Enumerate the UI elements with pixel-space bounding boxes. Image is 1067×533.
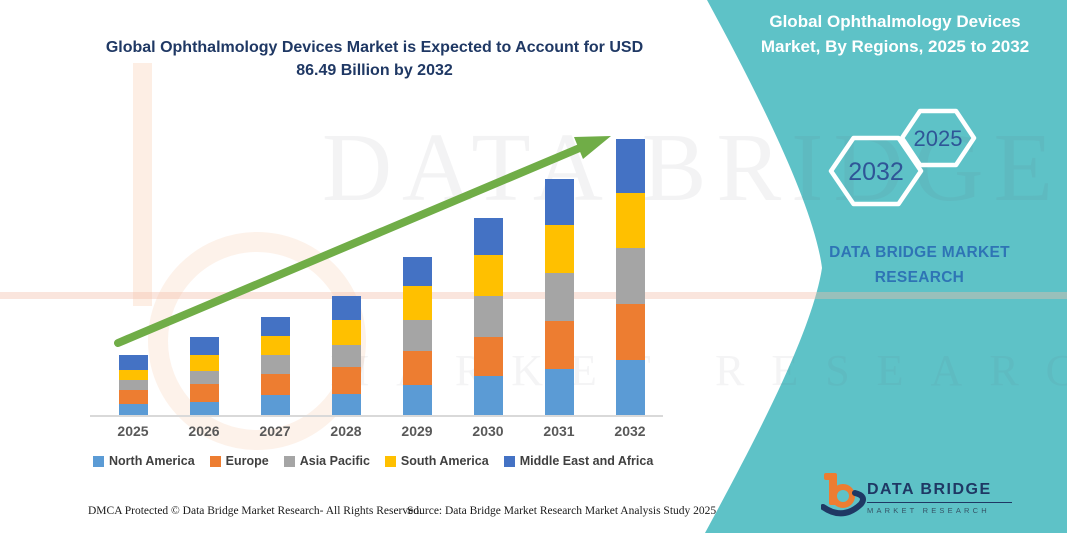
- bar-segment: [118, 390, 148, 405]
- bar-segment: [473, 217, 503, 255]
- bar-segment: [615, 139, 645, 194]
- bar-segment: [402, 256, 432, 286]
- watermark-logo-stem: [133, 63, 152, 306]
- legend-item: Middle East and Africa: [503, 454, 654, 468]
- legend-item: Europe: [209, 454, 269, 468]
- footer-dmca-text: DMCA Protected © Data Bridge Market Rese…: [88, 505, 422, 517]
- bar-segment: [260, 373, 290, 395]
- hexagon-2032: 2032: [828, 135, 924, 207]
- hexagon-2025-outline: [899, 108, 977, 168]
- bar-segment: [402, 385, 432, 415]
- hexagon-2025: 2025: [899, 108, 977, 168]
- bar-2028: [331, 296, 361, 415]
- bar-2029: [402, 256, 432, 415]
- bar-segment: [544, 273, 574, 322]
- bar-segment: [189, 401, 219, 415]
- bar-segment: [544, 321, 574, 370]
- x-axis-label: 2030: [472, 423, 504, 439]
- x-axis-label: 2025: [117, 423, 149, 439]
- footer-source-text: Source: Data Bridge Market Research Mark…: [407, 505, 717, 517]
- bar-2032: [615, 139, 645, 415]
- legend-item: Asia Pacific: [283, 454, 370, 468]
- trend-arrow-line: [114, 143, 586, 347]
- bar-segment: [118, 404, 148, 415]
- hexagon-2032-label: 2032: [848, 158, 904, 186]
- teal-polygon: [705, 0, 1067, 533]
- legend-swatch-icon: [384, 455, 396, 467]
- bar-segment: [544, 369, 574, 415]
- trend-arrow-head: [574, 136, 611, 159]
- x-axis-line: [90, 415, 663, 417]
- bar-segment: [118, 370, 148, 381]
- legend-label: Middle East and Africa: [519, 454, 654, 468]
- bar-segment: [402, 320, 432, 351]
- bar-segment: [260, 316, 290, 336]
- bar-segment: [473, 337, 503, 377]
- watermark-underline-band: [0, 292, 1067, 299]
- databridge-logo-icon: [821, 473, 866, 517]
- bar-2027: [260, 316, 290, 415]
- bar-segment: [331, 366, 361, 394]
- bar-segment: [473, 296, 503, 338]
- bar-segment: [544, 225, 574, 274]
- brand-text: DATA BRIDGE MARKET RESEARCH: [829, 244, 1010, 286]
- databridge-logo-block: DATA BRIDGE MARKET RESEARCH: [867, 481, 1012, 515]
- bar-2030: [473, 217, 503, 415]
- legend-swatch-icon: [503, 455, 515, 467]
- bar-segment: [331, 319, 361, 345]
- legend-swatch-icon: [209, 455, 221, 467]
- bar-segment: [615, 193, 645, 248]
- bar-segment: [189, 337, 219, 356]
- watermark-marketresearch-text: MARKET RESEARCH: [330, 346, 1067, 395]
- bar-segment: [118, 355, 148, 371]
- x-axis-label: 2031: [543, 423, 575, 439]
- legend-label: South America: [400, 454, 489, 468]
- x-axis-label: 2027: [259, 423, 291, 439]
- bar-2025: [118, 355, 148, 415]
- x-axis-label: 2032: [614, 423, 646, 439]
- bar-segment: [473, 376, 503, 415]
- bar-segment: [189, 370, 219, 385]
- bar-segment: [615, 247, 645, 305]
- legend-item: North America: [93, 454, 195, 468]
- logo-name-text: DATA BRIDGE: [867, 481, 1012, 503]
- bar-2031: [544, 178, 574, 415]
- logo-subtext: MARKET RESEARCH: [867, 506, 990, 515]
- bar-segment: [260, 354, 290, 374]
- chart-legend: North America Europe Asia Pacific South Ame…: [93, 454, 653, 468]
- legend-swatch-icon: [283, 455, 295, 467]
- bar-segment: [544, 178, 574, 226]
- side-panel-title: Global Ophthalmology Devices Market, By …: [760, 12, 1030, 56]
- bar-segment: [402, 285, 432, 321]
- bar-segment: [615, 304, 645, 361]
- bar-segment: [402, 350, 432, 385]
- x-axis-label: 2029: [401, 423, 433, 439]
- bar-segment: [260, 394, 290, 415]
- bar-2026: [189, 337, 219, 415]
- legend-label: Europe: [225, 454, 269, 468]
- bar-segment: [118, 380, 148, 391]
- bar-segment: [260, 335, 290, 355]
- x-axis-label: 2028: [330, 423, 362, 439]
- bar-segment: [189, 355, 219, 371]
- bar-segment: [189, 384, 219, 402]
- legend-label: Asia Pacific: [299, 454, 370, 468]
- hexagon-2032-outline: [828, 135, 924, 207]
- bar-segment: [331, 344, 361, 367]
- legend-swatch-icon: [93, 455, 104, 467]
- bar-segment: [331, 393, 361, 415]
- legend-item: South America: [384, 454, 489, 468]
- x-axis-label: 2026: [188, 423, 220, 439]
- bar-segment: [615, 360, 645, 415]
- legend-label: North America: [109, 454, 195, 468]
- hexagon-2025-label: 2025: [914, 126, 963, 151]
- chart-main-title: Global Ophthalmology Devices Market is E…: [105, 39, 644, 80]
- bar-segment: [331, 296, 361, 320]
- bar-segment: [473, 254, 503, 297]
